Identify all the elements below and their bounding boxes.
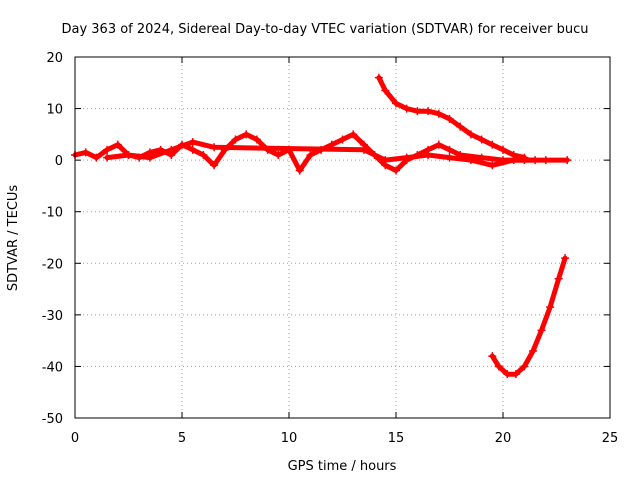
data-point	[242, 130, 251, 139]
data-point	[554, 274, 563, 283]
data-point	[210, 161, 219, 170]
data-point	[488, 161, 497, 170]
y-tick-label: -50	[42, 412, 63, 427]
data-point	[503, 370, 512, 379]
data-point	[445, 114, 454, 123]
data-point	[494, 362, 503, 371]
series-track-descending	[489, 255, 568, 377]
data-point	[499, 145, 507, 154]
y-tick-label: -10	[42, 206, 63, 221]
data-point	[511, 370, 520, 379]
y-tick-label: -40	[42, 360, 63, 375]
axis-ticks	[74, 56, 611, 419]
data-point	[546, 303, 555, 312]
data-point	[374, 73, 383, 82]
data-point	[561, 254, 570, 263]
data-point	[124, 150, 133, 159]
plot-frame	[74, 56, 611, 419]
x-tick-label: 0	[71, 431, 79, 446]
data-point	[167, 145, 176, 154]
data-point	[392, 166, 400, 175]
data-point	[306, 150, 315, 159]
data-point	[92, 153, 101, 162]
data-point	[434, 140, 443, 149]
data-traces	[71, 73, 572, 379]
data-point	[188, 138, 197, 147]
data-point	[488, 352, 497, 361]
y-tick-label: -30	[42, 309, 63, 324]
data-point	[274, 150, 283, 159]
y-tick-label: 10	[46, 103, 63, 118]
data-point	[445, 145, 454, 154]
data-point	[145, 153, 154, 162]
x-tick-label: 20	[495, 431, 512, 446]
x-tick-label: 15	[388, 431, 405, 446]
data-point	[359, 145, 368, 154]
data-point	[113, 140, 122, 149]
data-point	[103, 153, 112, 162]
data-point	[381, 86, 390, 95]
data-point	[188, 145, 197, 154]
data-point	[402, 104, 411, 113]
data-point	[424, 107, 433, 116]
data-point	[413, 107, 422, 116]
data-point	[531, 156, 540, 165]
data-point	[434, 109, 443, 118]
y-axis-label: SDTVAR / TECUs	[6, 185, 21, 292]
x-tick-label: 10	[281, 431, 298, 446]
y-tick-label: 0	[55, 154, 63, 169]
data-point	[563, 156, 572, 165]
x-axis-label: GPS time / hours	[288, 459, 397, 474]
data-point	[520, 153, 529, 162]
chart-title: Day 363 of 2024, Sidereal Day-to-day VTE…	[61, 22, 588, 37]
data-point	[541, 156, 550, 165]
data-point	[477, 135, 486, 144]
data-point	[466, 130, 475, 139]
data-point	[231, 135, 240, 144]
data-point	[456, 122, 465, 131]
series-track-main	[72, 131, 570, 173]
data-point	[466, 156, 475, 165]
data-point	[103, 145, 112, 154]
data-point	[349, 130, 358, 139]
grid-lines	[75, 57, 610, 418]
data-point	[381, 156, 390, 165]
x-tick-labels: 0 5 10 15 20 25	[71, 431, 618, 446]
data-point	[252, 135, 261, 144]
data-point	[424, 150, 433, 159]
data-point	[509, 150, 518, 159]
x-tick-label: 5	[178, 431, 186, 446]
data-point	[338, 135, 347, 144]
data-point	[488, 140, 497, 149]
data-point	[392, 99, 400, 108]
data-point	[210, 143, 219, 152]
data-point	[81, 148, 90, 157]
data-point	[295, 166, 304, 175]
data-point	[402, 153, 411, 162]
data-point	[199, 150, 208, 159]
data-point	[445, 153, 454, 162]
y-tick-labels: -50 -40 -30 -20 -10 0 10 20	[42, 51, 63, 427]
x-tick-label: 25	[602, 431, 619, 446]
data-point	[537, 326, 546, 335]
y-tick-label: 20	[46, 51, 63, 66]
y-tick-label: -20	[42, 257, 63, 272]
data-point	[520, 362, 529, 371]
data-point	[528, 346, 537, 355]
